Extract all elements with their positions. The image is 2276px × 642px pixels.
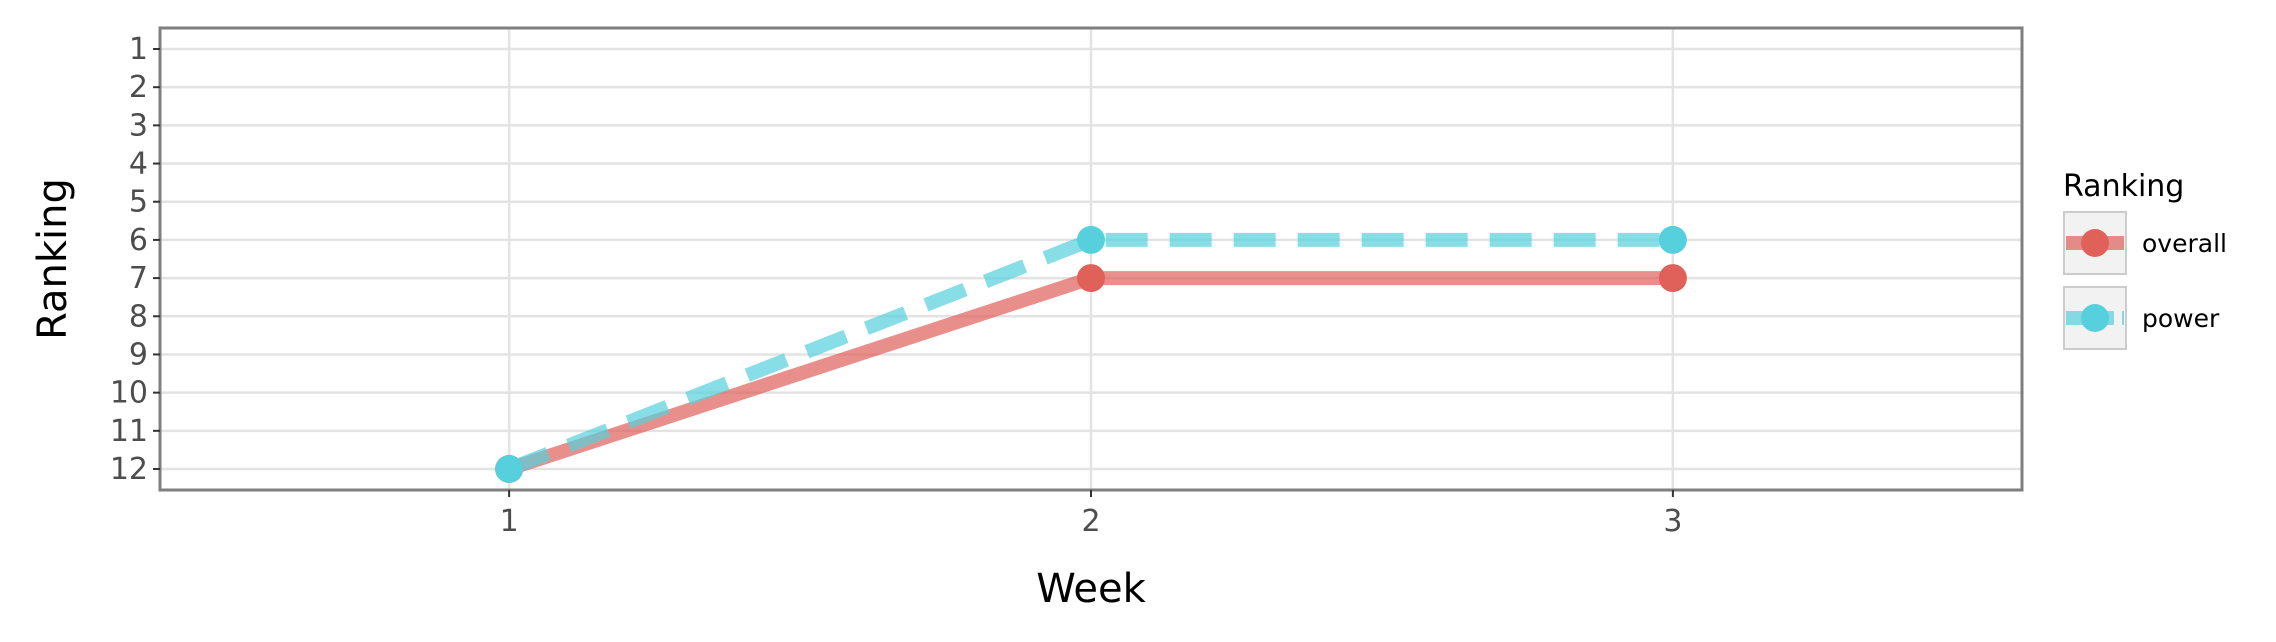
y-tick-label: 10 <box>110 376 148 411</box>
y-tick-label: 2 <box>129 70 148 105</box>
data-point-power <box>1658 225 1687 254</box>
grid-layer <box>160 28 2022 490</box>
y-tick-label: 8 <box>129 299 148 334</box>
data-point-power <box>1077 225 1105 254</box>
x-tick-label: 3 <box>1663 504 1682 539</box>
y-tick-label: 11 <box>110 414 148 449</box>
legend-label-power: power <box>2142 304 2220 333</box>
legend: Ranking overall power <box>2063 169 2227 350</box>
y-axis-title: Ranking <box>30 178 76 340</box>
y-tick-label: 12 <box>110 452 148 487</box>
legend-label-overall: overall <box>2142 229 2227 258</box>
x-axis-title: Week <box>1036 566 1146 612</box>
legend-point-overall <box>2081 229 2109 257</box>
y-tick-label: 4 <box>129 147 148 182</box>
x-tick-label: 2 <box>1081 504 1100 539</box>
x-tick-label: 1 <box>500 504 519 539</box>
data-point-power <box>495 455 524 483</box>
legend-title: Ranking <box>2063 169 2184 204</box>
y-tick-label: 5 <box>129 185 148 220</box>
legend-point-power <box>2081 304 2109 332</box>
y-tick-label: 9 <box>129 337 148 372</box>
data-point-overall <box>1658 264 1687 293</box>
y-tick-label: 6 <box>129 223 148 258</box>
data-point-overall <box>1077 264 1105 293</box>
y-tick-label: 3 <box>129 108 148 143</box>
y-tick-label: 7 <box>129 261 148 296</box>
y-tick-label: 1 <box>129 32 148 67</box>
series-layer <box>495 225 1687 483</box>
series-line-power <box>506 232 1673 476</box>
